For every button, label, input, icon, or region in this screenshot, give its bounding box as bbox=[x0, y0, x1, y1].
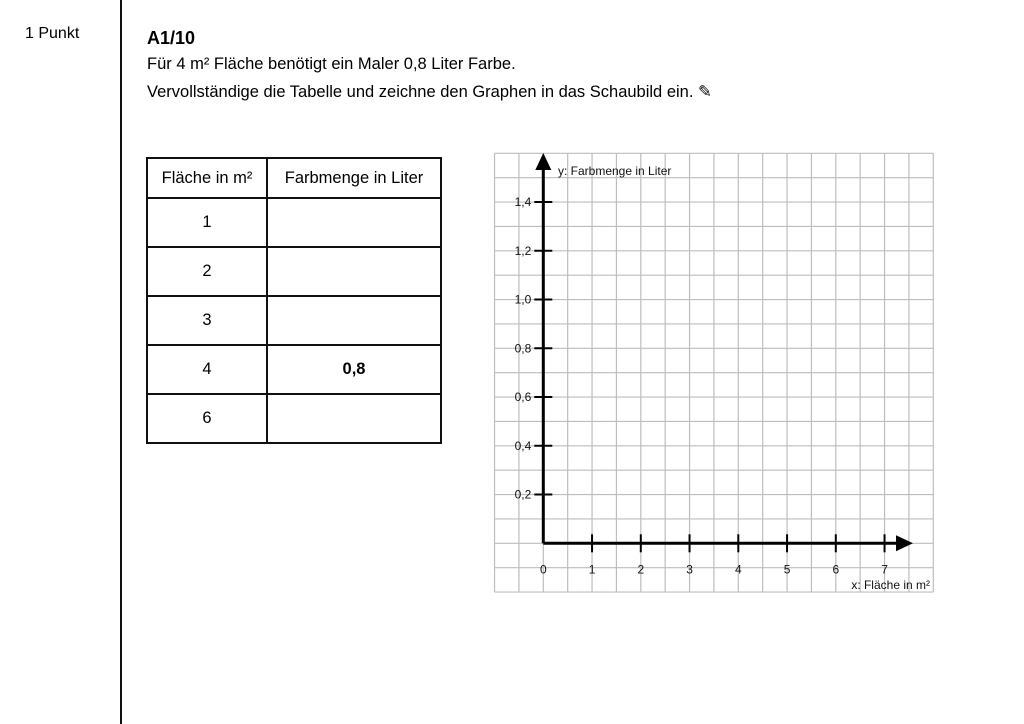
y-tick-label: 0,4 bbox=[515, 439, 532, 453]
y-tick-label: 1,2 bbox=[515, 244, 532, 258]
header-area: Fläche in m² bbox=[146, 157, 268, 199]
x-tick-label: 4 bbox=[735, 562, 742, 576]
task-instruction: Vervollständige die Tabelle und zeichne … bbox=[147, 83, 712, 101]
cell-area: 3 bbox=[146, 295, 268, 346]
y-axis-label: y: Farbmenge in Liter bbox=[558, 164, 671, 178]
margin-divider bbox=[120, 0, 122, 724]
x-axis-arrow-icon bbox=[896, 535, 913, 552]
x-tick-label: 1 bbox=[589, 562, 596, 576]
y-tick-label: 1,0 bbox=[515, 293, 532, 307]
x-tick-label: 3 bbox=[686, 562, 693, 576]
x-tick-label: 2 bbox=[637, 562, 644, 576]
axes: 0 1 2 3 4 5 6 7 0,2 0,4 0,6 0,8 1,0 1,2 1,4 bbox=[515, 153, 913, 576]
points-label: 1 Punkt bbox=[25, 25, 80, 42]
x-tick-label: 7 bbox=[881, 562, 888, 576]
y-tick-label: 0,2 bbox=[515, 488, 532, 502]
y-tick-label: 0,8 bbox=[515, 341, 532, 355]
table-header-row: Fläche in m² Farbmenge in Liter bbox=[146, 157, 442, 199]
table-row: 2 bbox=[146, 246, 442, 297]
table-row: 6 bbox=[146, 393, 442, 444]
x-tick-label: 0 bbox=[540, 562, 547, 576]
value-table: Fläche in m² Farbmenge in Liter 1 2 3 4 … bbox=[146, 157, 442, 444]
y-tick-label: 0,6 bbox=[515, 390, 532, 404]
cell-area: 6 bbox=[146, 393, 268, 444]
task-title: A1/10 bbox=[147, 28, 196, 48]
cell-area: 4 bbox=[146, 344, 268, 395]
y-tick-label: 1,4 bbox=[515, 195, 532, 209]
task-text: Für 4 m² Fläche benötigt ein Maler 0,8 L… bbox=[147, 55, 516, 73]
grid-lines bbox=[493, 152, 934, 593]
table-row: 3 bbox=[146, 295, 442, 346]
table-row: 4 0,8 bbox=[146, 344, 442, 395]
header-amount: Farbmenge in Liter bbox=[266, 157, 442, 199]
cell-amount-given: 0,8 bbox=[266, 344, 442, 395]
x-axis-label: x: Fläche in m² bbox=[851, 578, 930, 592]
x-tick-label: 6 bbox=[832, 562, 839, 576]
cell-amount-input[interactable] bbox=[266, 295, 442, 346]
cell-amount-input[interactable] bbox=[266, 393, 442, 444]
x-tick-label: 5 bbox=[784, 562, 791, 576]
cell-area: 1 bbox=[146, 197, 268, 248]
cell-amount-input[interactable] bbox=[266, 197, 442, 248]
table-row: 1 bbox=[146, 197, 442, 248]
cell-amount-input[interactable] bbox=[266, 246, 442, 297]
y-axis-arrow-icon bbox=[535, 153, 552, 170]
cell-area: 2 bbox=[146, 246, 268, 297]
